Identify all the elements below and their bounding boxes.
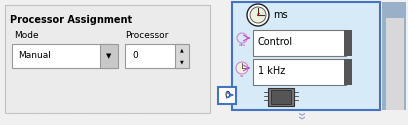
Text: ▼: ▼: [106, 53, 112, 59]
Bar: [100, 44, 118, 68]
Text: r: r: [257, 12, 259, 18]
Circle shape: [237, 33, 247, 43]
Bar: [382, 2, 406, 18]
Text: 0: 0: [132, 52, 138, 60]
Bar: [175, 44, 189, 68]
Text: w: w: [240, 74, 244, 78]
Circle shape: [236, 62, 248, 74]
Bar: [344, 59, 352, 85]
Bar: [12, 44, 110, 68]
Bar: [232, 2, 380, 110]
Text: 1 kHz: 1 kHz: [258, 66, 285, 76]
Bar: [125, 44, 181, 68]
Text: Control: Control: [258, 37, 293, 47]
Bar: [271, 90, 291, 104]
Bar: [253, 59, 346, 85]
Text: ms: ms: [273, 10, 288, 20]
Text: 0: 0: [224, 91, 230, 100]
Text: Processor Assignment: Processor Assignment: [10, 15, 132, 25]
Text: dks: dks: [238, 43, 246, 47]
Text: ▲: ▲: [180, 48, 184, 52]
Text: Processor: Processor: [125, 32, 169, 40]
Bar: [5, 5, 210, 113]
Circle shape: [247, 4, 269, 26]
Bar: [268, 88, 294, 106]
Circle shape: [250, 7, 266, 23]
Text: Mode: Mode: [14, 32, 39, 40]
Bar: [218, 87, 236, 104]
Bar: [253, 30, 346, 56]
Bar: [344, 30, 352, 56]
Bar: [386, 18, 404, 110]
Text: ❯❯: ❯❯: [297, 111, 303, 121]
Text: ▼: ▼: [180, 60, 184, 64]
Bar: [382, 2, 406, 110]
Text: Manual: Manual: [18, 52, 51, 60]
